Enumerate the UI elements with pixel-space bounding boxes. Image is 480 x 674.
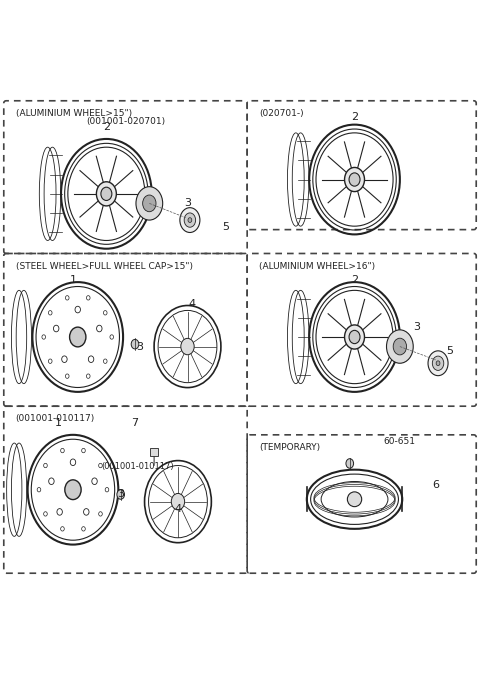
Ellipse shape [131, 340, 139, 349]
Text: 7: 7 [132, 418, 139, 428]
Text: 2: 2 [351, 113, 358, 123]
Ellipse shape [348, 492, 362, 507]
Ellipse shape [349, 330, 360, 344]
Ellipse shape [181, 338, 194, 355]
Ellipse shape [349, 173, 360, 186]
Ellipse shape [86, 374, 90, 378]
Ellipse shape [82, 526, 85, 531]
Ellipse shape [96, 182, 116, 206]
Text: 1: 1 [70, 275, 76, 284]
FancyBboxPatch shape [150, 448, 158, 456]
Ellipse shape [70, 459, 76, 466]
Ellipse shape [96, 326, 102, 332]
Ellipse shape [345, 325, 364, 349]
Ellipse shape [428, 351, 448, 375]
Ellipse shape [345, 167, 364, 191]
Text: (STEEL WHEEL>FULL WHEEL CAP>15"): (STEEL WHEEL>FULL WHEEL CAP>15") [16, 262, 192, 270]
Text: 1: 1 [55, 418, 62, 428]
Text: 3: 3 [117, 489, 124, 499]
Ellipse shape [42, 335, 46, 339]
Text: (ALUMINIUM WHEEL>16"): (ALUMINIUM WHEEL>16") [259, 262, 375, 270]
Ellipse shape [99, 512, 102, 516]
Ellipse shape [184, 213, 196, 227]
Text: 3: 3 [184, 198, 191, 208]
Ellipse shape [62, 356, 67, 363]
Text: 3: 3 [136, 342, 144, 352]
Text: 5: 5 [222, 222, 229, 233]
Ellipse shape [44, 463, 47, 468]
Ellipse shape [48, 478, 54, 485]
Ellipse shape [432, 356, 444, 371]
Ellipse shape [53, 326, 59, 332]
Ellipse shape [346, 459, 354, 468]
Ellipse shape [82, 448, 85, 453]
Text: (001001-010117): (001001-010117) [16, 415, 95, 423]
Ellipse shape [84, 509, 89, 515]
Ellipse shape [57, 509, 62, 515]
Ellipse shape [110, 335, 114, 339]
Ellipse shape [136, 187, 163, 220]
Ellipse shape [171, 493, 185, 510]
Ellipse shape [48, 359, 52, 363]
Text: 2: 2 [103, 122, 110, 132]
Ellipse shape [188, 218, 192, 222]
Ellipse shape [75, 306, 81, 313]
Ellipse shape [65, 374, 69, 378]
Text: 60-651: 60-651 [383, 437, 415, 446]
Text: 5: 5 [446, 346, 454, 357]
Text: 3: 3 [413, 322, 420, 332]
Ellipse shape [101, 187, 112, 200]
Ellipse shape [65, 296, 69, 300]
Ellipse shape [65, 480, 81, 499]
Text: 6: 6 [432, 480, 439, 490]
Ellipse shape [99, 463, 102, 468]
Ellipse shape [60, 526, 64, 531]
Ellipse shape [117, 490, 124, 499]
Ellipse shape [44, 512, 47, 516]
Text: (001001-010117): (001001-010117) [102, 462, 174, 470]
Ellipse shape [88, 356, 94, 363]
Ellipse shape [143, 195, 156, 212]
Ellipse shape [180, 208, 200, 233]
Ellipse shape [105, 487, 109, 492]
Ellipse shape [60, 448, 64, 453]
Text: (TEMPORARY): (TEMPORARY) [259, 443, 320, 452]
Ellipse shape [386, 330, 413, 363]
Ellipse shape [48, 311, 52, 315]
Ellipse shape [103, 359, 107, 363]
Ellipse shape [436, 361, 440, 365]
Text: 4: 4 [174, 503, 181, 514]
Ellipse shape [92, 478, 97, 485]
Ellipse shape [70, 327, 86, 347]
Text: (ALUMINIUM WHEEL>15"): (ALUMINIUM WHEEL>15") [16, 109, 132, 118]
Text: 4: 4 [189, 299, 196, 309]
Ellipse shape [37, 487, 41, 492]
Text: 2: 2 [351, 275, 358, 284]
Ellipse shape [103, 311, 107, 315]
Ellipse shape [393, 338, 407, 355]
Text: (020701-): (020701-) [259, 109, 304, 118]
Text: (001001-020701): (001001-020701) [86, 117, 165, 127]
Ellipse shape [86, 296, 90, 300]
